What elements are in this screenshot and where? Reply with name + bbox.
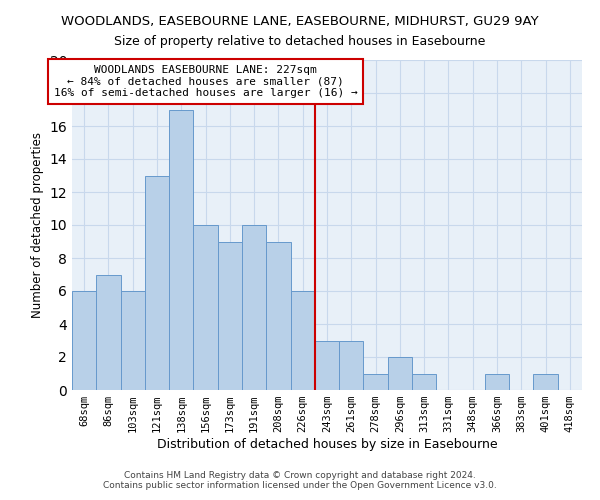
Bar (290, 291, 315, 390)
X-axis label: Distribution of detached houses by size in Easebourne: Distribution of detached houses by size … (157, 438, 497, 451)
Bar (96, 274, 121, 390)
Bar (242, 225, 266, 390)
Text: WOODLANDS, EASEBOURNE LANE, EASEBOURNE, MIDHURST, GU29 9AY: WOODLANDS, EASEBOURNE LANE, EASEBOURNE, … (61, 15, 539, 28)
Bar (169, 110, 193, 390)
Text: Contains HM Land Registry data © Crown copyright and database right 2024.
Contai: Contains HM Land Registry data © Crown c… (103, 470, 497, 490)
Bar (412, 374, 436, 390)
Bar (266, 242, 290, 390)
Bar (218, 242, 242, 390)
Bar (339, 340, 364, 390)
Bar (533, 374, 558, 390)
Y-axis label: Number of detached properties: Number of detached properties (31, 132, 44, 318)
Bar (193, 225, 218, 390)
Bar (388, 357, 412, 390)
Bar (364, 374, 388, 390)
Bar (485, 374, 509, 390)
Bar (121, 291, 145, 390)
Text: Size of property relative to detached houses in Easebourne: Size of property relative to detached ho… (115, 35, 485, 48)
Bar (315, 340, 339, 390)
Bar (72, 291, 96, 390)
Text: WOODLANDS EASEBOURNE LANE: 227sqm
← 84% of detached houses are smaller (87)
16% : WOODLANDS EASEBOURNE LANE: 227sqm ← 84% … (53, 65, 358, 98)
Bar (145, 176, 169, 390)
